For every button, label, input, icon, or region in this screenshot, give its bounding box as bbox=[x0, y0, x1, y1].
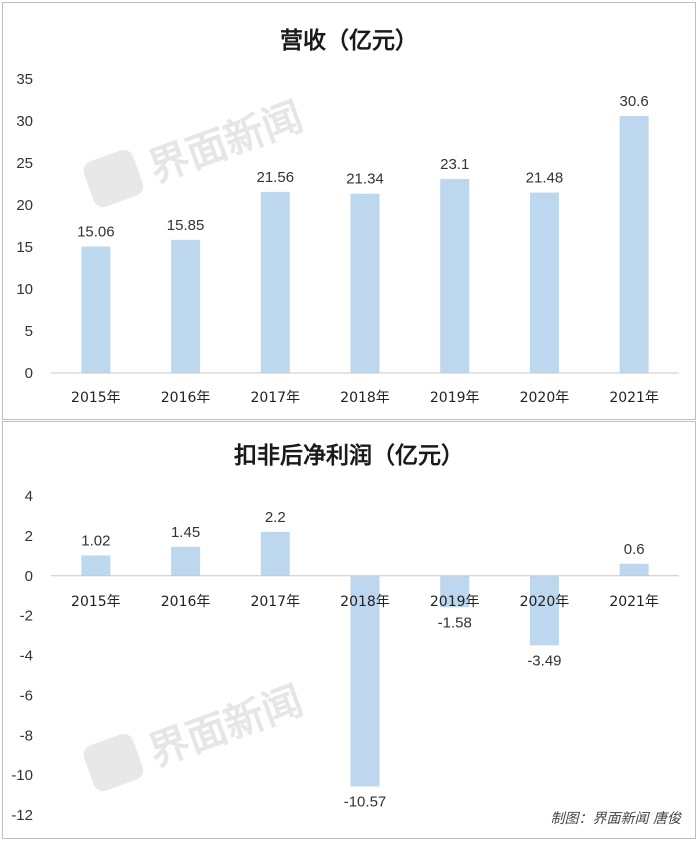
y-tick-label: 0 bbox=[25, 568, 33, 585]
y-tick-label: 0 bbox=[25, 365, 33, 382]
y-tick-label: 25 bbox=[16, 155, 33, 172]
y-tick-label: -2 bbox=[20, 608, 33, 625]
x-tick-label: 2017年 bbox=[250, 594, 300, 610]
watermark-text: 界面新闻 bbox=[143, 678, 309, 776]
y-tick-label: 2 bbox=[25, 528, 33, 545]
chart-title: 营收（亿元） bbox=[280, 27, 418, 54]
bar bbox=[529, 575, 559, 646]
y-tick-label: 4 bbox=[25, 488, 33, 505]
data-label: 21.48 bbox=[526, 170, 564, 187]
data-label: -10.57 bbox=[344, 793, 387, 810]
bar bbox=[171, 239, 201, 373]
bar bbox=[350, 193, 380, 373]
data-label: -3.49 bbox=[527, 652, 561, 669]
x-tick-label: 2020年 bbox=[520, 390, 570, 406]
chart-title: 扣非后净利润（亿元） bbox=[234, 442, 464, 469]
bar bbox=[260, 531, 290, 576]
x-tick-label: 2019年 bbox=[430, 390, 480, 406]
x-tick-label: 2016年 bbox=[161, 390, 211, 406]
bar bbox=[171, 546, 201, 576]
y-tick-label: 15 bbox=[16, 239, 33, 256]
data-label: 1.45 bbox=[171, 524, 200, 541]
y-tick-label: 35 bbox=[16, 71, 33, 88]
data-label: 15.85 bbox=[167, 217, 205, 234]
bar bbox=[529, 192, 559, 373]
x-tick-label: 2019年 bbox=[430, 594, 480, 610]
y-tick-label: 5 bbox=[25, 323, 33, 340]
bar bbox=[81, 246, 111, 373]
x-tick-label: 2015年 bbox=[71, 390, 121, 406]
x-tick-label: 2020年 bbox=[520, 594, 570, 610]
y-tick-label: 10 bbox=[16, 281, 33, 298]
x-tick-label: 2018年 bbox=[340, 390, 390, 406]
x-tick-label: 2021年 bbox=[609, 390, 659, 406]
bar bbox=[440, 178, 470, 373]
x-tick-label: 2017年 bbox=[250, 390, 300, 406]
y-tick-label: 20 bbox=[16, 197, 33, 214]
y-tick-label: -4 bbox=[20, 648, 33, 665]
chart-credit: 制图：界面新闻 唐俊 bbox=[550, 811, 681, 827]
data-label: 2.2 bbox=[265, 509, 286, 526]
watermark-logo-icon bbox=[83, 733, 144, 792]
net-profit-chart-panel: 界面新闻 扣非后净利润（亿元） -12 -10 -8 -6 -4 -2 0 2 4 1.02 1.… bbox=[2, 421, 696, 839]
bar bbox=[440, 575, 470, 608]
data-label: 23.1 bbox=[440, 156, 469, 173]
data-label: 21.56 bbox=[257, 169, 295, 186]
x-tick-label: 2021年 bbox=[609, 594, 659, 610]
revenue-chart-panel: 界面新闻 营收（亿元） 0 5 10 15 20 25 30 35 15.06 15.85 21.… bbox=[2, 2, 696, 420]
data-label: 21.34 bbox=[346, 171, 384, 188]
y-tick-label: -8 bbox=[20, 727, 33, 744]
bar bbox=[81, 555, 111, 576]
bar bbox=[260, 191, 290, 373]
bar bbox=[350, 575, 380, 787]
watermark: 界面新闻 bbox=[83, 678, 309, 792]
x-tick-label: 2018年 bbox=[340, 594, 390, 610]
y-tick-label: -6 bbox=[20, 687, 33, 704]
data-label: 0.6 bbox=[624, 541, 645, 558]
net-profit-chart: 界面新闻 扣非后净利润（亿元） -12 -10 -8 -6 -4 -2 0 2 4 1.02 1.… bbox=[11, 442, 679, 824]
data-label: 15.06 bbox=[77, 223, 115, 240]
bar bbox=[619, 563, 649, 576]
data-label: -1.58 bbox=[438, 614, 472, 631]
data-label: 1.02 bbox=[81, 532, 110, 549]
y-tick-label: -12 bbox=[11, 807, 33, 824]
data-label: 30.6 bbox=[620, 93, 649, 110]
x-tick-label: 2016年 bbox=[161, 594, 211, 610]
bar bbox=[619, 115, 649, 374]
watermark-logo-icon bbox=[83, 149, 144, 208]
y-tick-label: 30 bbox=[16, 113, 33, 130]
x-tick-label: 2015年 bbox=[71, 594, 121, 610]
y-tick-label: -10 bbox=[11, 767, 33, 784]
